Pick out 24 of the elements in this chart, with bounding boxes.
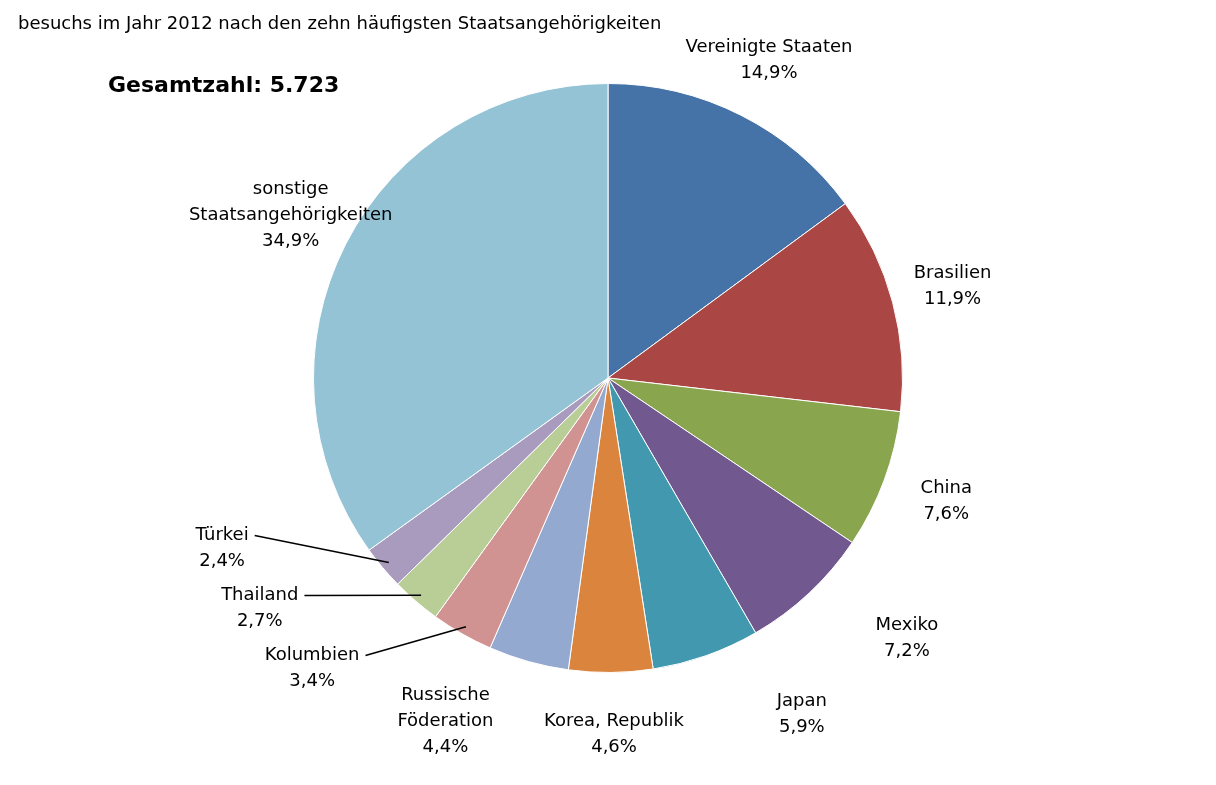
slice-label: Russische Föderation bbox=[397, 682, 494, 730]
data-label: 4,4% bbox=[422, 734, 469, 756]
slice-label: China bbox=[920, 476, 972, 498]
data-label: 7,2% bbox=[884, 639, 930, 661]
slice-label: Brasilien bbox=[913, 261, 992, 283]
data-label: 11,9% bbox=[923, 287, 982, 309]
chart-title: besuchs im Jahr 2012 nach den zehn häufigsten Staatsangehörigkeiten bbox=[18, 11, 662, 33]
slice-label: Türkei bbox=[194, 523, 249, 545]
slice-label: sonstige Staatsangehörigkeiten bbox=[188, 177, 393, 225]
data-label: 2,7% bbox=[236, 609, 283, 631]
data-label: 34,9% bbox=[262, 229, 320, 251]
slice-label: Vereinigte Staaten bbox=[685, 34, 853, 56]
slice-label: Korea, Republik bbox=[544, 709, 685, 731]
data-label: 7,6% bbox=[923, 502, 970, 524]
slice-label: Kolumbien bbox=[264, 643, 360, 665]
data-label: 4,6% bbox=[591, 735, 637, 757]
data-label: 2,4% bbox=[199, 549, 245, 571]
data-label: 3,4% bbox=[289, 669, 335, 691]
data-label: 14,9% bbox=[740, 60, 798, 82]
text: Gesamtzahl: 5.723 bbox=[108, 71, 340, 97]
data-label: 5,9% bbox=[778, 714, 825, 736]
slice-label: Thailand bbox=[220, 583, 299, 605]
slice-label: Japan bbox=[775, 688, 827, 710]
slice-label: Mexiko bbox=[875, 613, 939, 635]
